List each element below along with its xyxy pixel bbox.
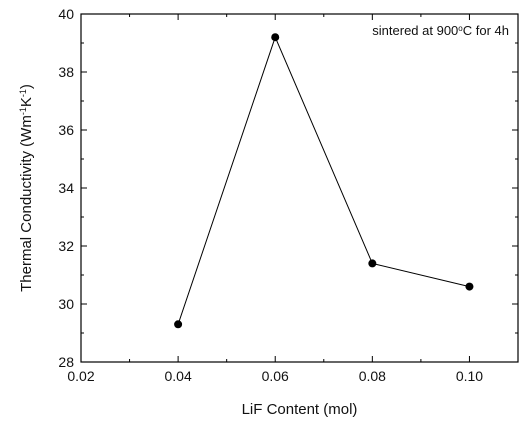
x-tick-label: 0.10 [456, 368, 483, 384]
y-tick-label: 28 [58, 354, 74, 370]
axis-ticks [80, 13, 518, 363]
y-tick-label: 30 [58, 296, 74, 312]
y-tick-label: 32 [58, 238, 74, 254]
data-point [368, 259, 377, 268]
data-markers [174, 33, 474, 329]
y-tick-label: 40 [58, 6, 74, 22]
y-tick-label: 34 [58, 180, 74, 196]
x-tick-label: 0.02 [67, 368, 94, 384]
data-point [271, 33, 280, 42]
tick-labels: 0.02 0.04 0.06 0.08 0.10 28 30 32 34 36 38 40 [58, 6, 483, 384]
y-axis-title: Thermal Conductivity (Wm-1K-1) [18, 84, 35, 292]
x-tick-label: 0.04 [164, 368, 191, 384]
data-point [465, 282, 474, 291]
x-axis-title: LiF Content (mol) [242, 401, 358, 418]
x-tick-label: 0.08 [359, 368, 386, 384]
series-line [177, 35, 470, 325]
chart-annotation: sintered at 900oC for 4h [372, 23, 509, 38]
y-tick-label: 36 [58, 122, 74, 138]
x-tick-label: 0.06 [262, 368, 289, 384]
plot-frame [80, 13, 519, 363]
y-tick-label: 38 [58, 64, 74, 80]
data-point [174, 320, 183, 329]
